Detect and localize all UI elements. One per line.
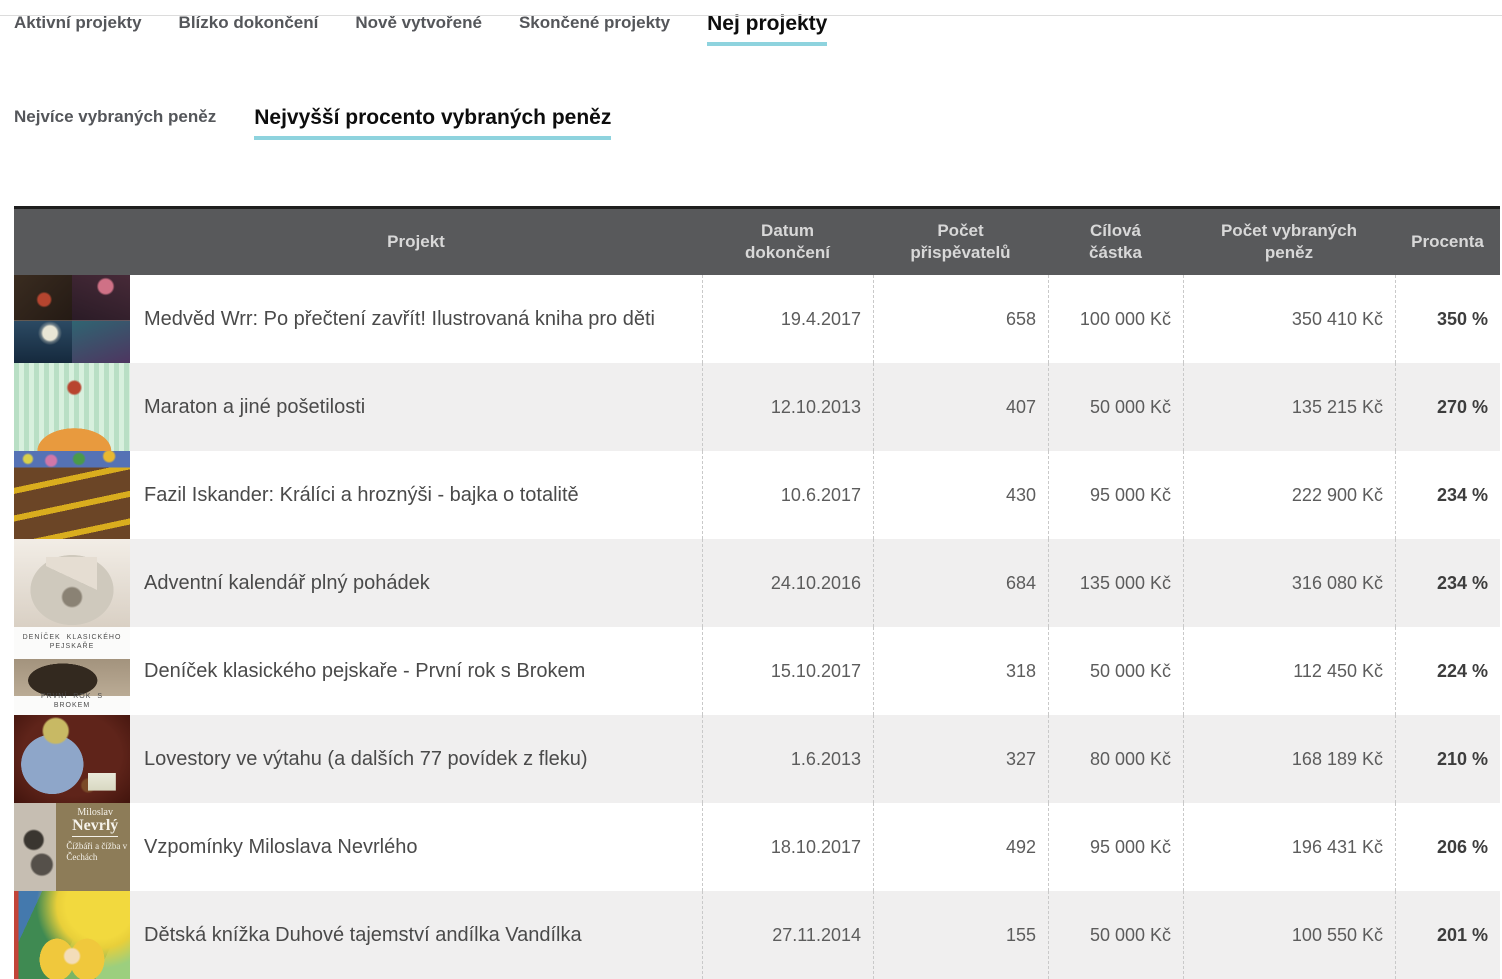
project-percent: 224 % xyxy=(1395,627,1500,715)
tab-skoncene-projekty[interactable]: Skončené projekty xyxy=(518,13,671,32)
project-thumbnail[interactable]: Miloslav Nevrlý Čížbáři a čížba v Čechác… xyxy=(14,803,130,891)
project-title[interactable]: Maraton a jiné pošetilosti xyxy=(144,395,366,418)
column-header-percent: Procenta xyxy=(1411,232,1484,251)
column-header-date: Datum dokončení xyxy=(744,221,830,262)
project-raised: 222 900 Kč xyxy=(1183,451,1395,539)
thumbnail-caption-top: DENÍČEK KLASICKÉHO PEJSKAŘE xyxy=(22,634,122,650)
project-thumbnail[interactable] xyxy=(14,275,130,363)
project-backers: 318 xyxy=(873,627,1048,715)
project-raised: 196 431 Kč xyxy=(1183,803,1395,891)
project-goal: 95 000 Kč xyxy=(1048,451,1183,539)
project-date: 27.11.2014 xyxy=(702,891,873,979)
project-goal: 50 000 Kč xyxy=(1048,627,1183,715)
column-header-project: Projekt xyxy=(387,232,445,251)
project-raised: 100 550 Kč xyxy=(1183,891,1395,979)
project-date: 19.4.2017 xyxy=(702,275,873,363)
project-goal: 80 000 Kč xyxy=(1048,715,1183,803)
project-raised: 316 080 Kč xyxy=(1183,539,1395,627)
projects-table: Projekt Datum dokončení Počet přispěvate… xyxy=(14,206,1500,979)
main-tab-bar: Aktivní projekty Blízko dokončení Nově v… xyxy=(14,12,1502,46)
project-percent: 210 % xyxy=(1395,715,1500,803)
project-title[interactable]: Deníček klasického pejskaře - První rok … xyxy=(144,659,586,682)
project-goal: 95 000 Kč xyxy=(1048,803,1183,891)
table-row[interactable]: DENÍČEK KLASICKÉHO PEJSKAŘE PRVNÍ ROK S … xyxy=(14,627,1500,715)
project-backers: 492 xyxy=(873,803,1048,891)
project-thumbnail[interactable]: DENÍČEK KLASICKÉHO PEJSKAŘE PRVNÍ ROK S … xyxy=(14,627,130,715)
project-goal: 135 000 Kč xyxy=(1048,539,1183,627)
project-backers: 684 xyxy=(873,539,1048,627)
tab-aktivni-projekty[interactable]: Aktivní projekty xyxy=(14,13,142,32)
project-date: 18.10.2017 xyxy=(702,803,873,891)
column-header-backers: Počet přispěvatelů xyxy=(910,221,1011,262)
table-row[interactable]: Miloslav Nevrlý Čížbáři a čížba v Čechác… xyxy=(14,803,1500,891)
sub-tab-bar: Nejvíce vybraných peněz Nejvyšší procent… xyxy=(14,106,1502,140)
project-backers: 430 xyxy=(873,451,1048,539)
project-percent: 270 % xyxy=(1395,363,1500,451)
tab-nove-vytvorene[interactable]: Nově vytvořené xyxy=(355,13,482,32)
project-percent: 206 % xyxy=(1395,803,1500,891)
project-date: 15.10.2017 xyxy=(702,627,873,715)
project-date: 12.10.2013 xyxy=(702,363,873,451)
table-row[interactable]: Dětská knížka Duhové tajemství andílka V… xyxy=(14,891,1500,979)
page-top-divider xyxy=(0,15,1502,16)
project-goal: 100 000 Kč xyxy=(1048,275,1183,363)
project-backers: 155 xyxy=(873,891,1048,979)
subtab-nejvice-vybranych-penez[interactable]: Nejvíce vybraných peněz xyxy=(14,107,217,126)
table-row[interactable]: Medvěd Wrr: Po přečtení zavřít! Ilustrov… xyxy=(14,275,1500,363)
project-goal: 50 000 Kč xyxy=(1048,363,1183,451)
project-raised: 168 189 Kč xyxy=(1183,715,1395,803)
project-raised: 112 450 Kč xyxy=(1183,627,1395,715)
project-date: 10.6.2017 xyxy=(702,451,873,539)
project-title[interactable]: Fazil Iskander: Králíci a hroznýši - baj… xyxy=(144,483,579,506)
table-row[interactable]: Adventní kalendář plný pohádek 24.10.201… xyxy=(14,539,1500,627)
table-header-row: Projekt Datum dokončení Počet přispěvate… xyxy=(14,206,1500,275)
project-percent: 201 % xyxy=(1395,891,1500,979)
project-backers: 327 xyxy=(873,715,1048,803)
project-goal: 50 000 Kč xyxy=(1048,891,1183,979)
book-cover-text: Miloslav Nevrlý Čížbáři a čížba v Čechác… xyxy=(66,807,128,863)
project-title[interactable]: Dětská knížka Duhové tajemství andílka V… xyxy=(144,923,582,946)
project-thumbnail[interactable] xyxy=(14,715,130,803)
project-backers: 407 xyxy=(873,363,1048,451)
project-title[interactable]: Medvěd Wrr: Po přečtení zavřít! Ilustrov… xyxy=(144,307,655,330)
project-thumbnail[interactable] xyxy=(14,363,130,451)
project-thumbnail[interactable] xyxy=(14,451,130,539)
dog-photo xyxy=(14,658,130,696)
project-raised: 350 410 Kč xyxy=(1183,275,1395,363)
project-title[interactable]: Lovestory ve výtahu (a dalších 77 povíde… xyxy=(144,747,588,770)
project-percent: 234 % xyxy=(1395,451,1500,539)
table-row[interactable]: Maraton a jiné pošetilosti 12.10.2013 40… xyxy=(14,363,1500,451)
project-percent: 350 % xyxy=(1395,275,1500,363)
thumbnail-caption-bottom: PRVNÍ ROK S BROKEM xyxy=(41,693,103,709)
project-title[interactable]: Vzpomínky Miloslava Nevrlého xyxy=(144,835,418,858)
project-date: 24.10.2016 xyxy=(702,539,873,627)
project-title[interactable]: Adventní kalendář plný pohádek xyxy=(144,571,430,594)
project-date: 1.6.2013 xyxy=(702,715,873,803)
project-raised: 135 215 Kč xyxy=(1183,363,1395,451)
project-backers: 658 xyxy=(873,275,1048,363)
project-thumbnail[interactable] xyxy=(14,539,130,627)
tab-blizko-dokonceni[interactable]: Blízko dokončení xyxy=(178,13,319,32)
tab-nej-projekty[interactable]: Nej projekty xyxy=(707,12,828,46)
project-percent: 234 % xyxy=(1395,539,1500,627)
project-thumbnail[interactable] xyxy=(14,891,130,979)
column-header-raised: Počet vybraných peněz xyxy=(1220,221,1358,262)
table-row[interactable]: Lovestory ve výtahu (a dalších 77 povíde… xyxy=(14,715,1500,803)
table-row[interactable]: Fazil Iskander: Králíci a hroznýši - baj… xyxy=(14,451,1500,539)
subtab-nejvyssi-procento[interactable]: Nejvyšší procento vybraných peněz xyxy=(254,106,612,140)
column-header-goal: Cílová částka xyxy=(1089,221,1142,262)
